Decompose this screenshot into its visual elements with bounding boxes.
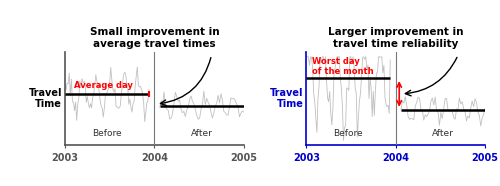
Y-axis label: Travel
Time: Travel Time [270,88,304,109]
Text: After: After [191,129,212,138]
Text: After: After [432,129,454,138]
Title: Larger improvement in
travel time reliability: Larger improvement in travel time reliab… [328,27,464,49]
Text: Worst day
of the month: Worst day of the month [312,57,374,76]
Text: Before: Before [92,129,122,138]
Title: Small improvement in
average travel times: Small improvement in average travel time… [90,27,219,49]
Y-axis label: Travel
Time: Travel Time [28,88,62,109]
Text: Average day: Average day [74,81,133,90]
Text: Before: Before [334,129,363,138]
